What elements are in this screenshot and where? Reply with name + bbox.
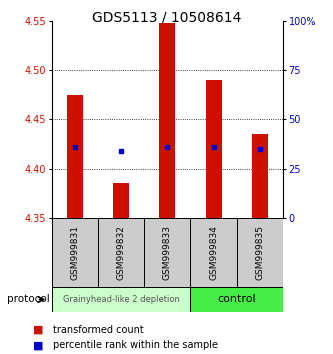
Text: ■: ■ xyxy=(33,325,44,335)
Bar xyxy=(52,287,190,312)
Text: transformed count: transformed count xyxy=(53,325,144,335)
Text: GSM999834: GSM999834 xyxy=(209,225,218,280)
Text: control: control xyxy=(217,295,256,304)
Text: Grainyhead-like 2 depletion: Grainyhead-like 2 depletion xyxy=(63,295,179,304)
Bar xyxy=(190,218,237,287)
Text: GSM999835: GSM999835 xyxy=(255,225,264,280)
Bar xyxy=(52,218,98,287)
Text: GSM999831: GSM999831 xyxy=(70,225,79,280)
Bar xyxy=(252,134,268,218)
Bar xyxy=(237,218,283,287)
Bar xyxy=(144,218,190,287)
Bar xyxy=(67,95,83,218)
Bar xyxy=(205,80,222,218)
Bar xyxy=(190,287,283,312)
Text: GDS5113 / 10508614: GDS5113 / 10508614 xyxy=(92,11,241,25)
Bar xyxy=(113,183,129,218)
Text: GSM999833: GSM999833 xyxy=(163,225,172,280)
Bar xyxy=(159,23,175,218)
Text: protocol: protocol xyxy=(7,295,49,304)
Text: GSM999832: GSM999832 xyxy=(117,225,126,280)
Text: percentile rank within the sample: percentile rank within the sample xyxy=(53,340,218,350)
Bar xyxy=(98,218,144,287)
Text: ■: ■ xyxy=(33,340,44,350)
